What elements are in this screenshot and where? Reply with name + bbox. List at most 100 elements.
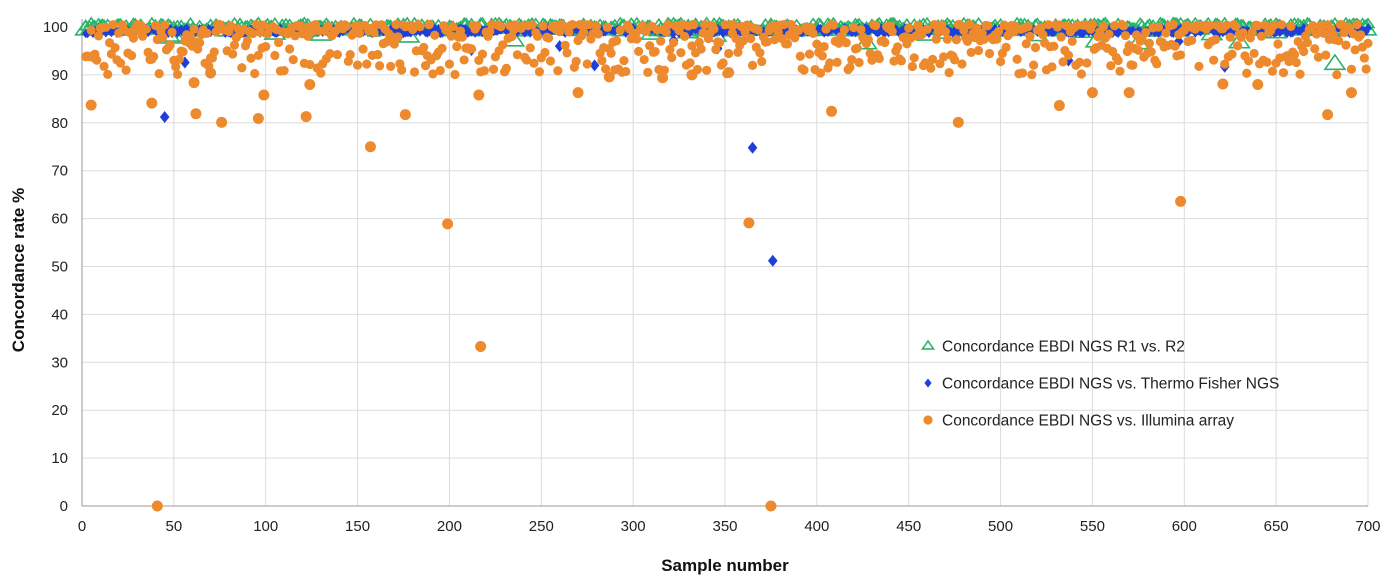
circle-point bbox=[424, 20, 434, 30]
circle-point bbox=[643, 67, 653, 77]
circle-point bbox=[1277, 20, 1287, 30]
circle-outlier-point bbox=[364, 141, 376, 153]
diamond-point bbox=[1129, 25, 1137, 35]
circle-point bbox=[352, 60, 363, 70]
circle-point bbox=[714, 38, 725, 48]
circle-point bbox=[525, 43, 535, 53]
circle-outlier-point bbox=[205, 67, 217, 79]
circle-point bbox=[799, 65, 809, 75]
circle-point bbox=[209, 47, 219, 57]
circle-point bbox=[973, 45, 984, 56]
axes bbox=[81, 19, 1368, 507]
circle-point bbox=[1232, 41, 1243, 51]
circle-point bbox=[1074, 57, 1085, 67]
circle-point bbox=[1029, 60, 1039, 70]
legend-triangle-icon bbox=[920, 339, 936, 350]
circle-point bbox=[435, 65, 445, 76]
circle-point bbox=[1253, 21, 1263, 31]
circle-outlier-point bbox=[657, 72, 669, 84]
diamond-point bbox=[719, 28, 727, 38]
circle-point bbox=[127, 50, 137, 61]
circle-point bbox=[1356, 30, 1366, 40]
circle-point bbox=[1352, 20, 1362, 30]
circle-point bbox=[1115, 66, 1125, 76]
circle-point bbox=[1363, 38, 1373, 48]
circle-outlier-point bbox=[686, 69, 698, 81]
circle-point bbox=[591, 21, 602, 31]
diamond-point bbox=[102, 28, 110, 38]
circle-point bbox=[650, 46, 660, 57]
diamond-point bbox=[1072, 28, 1080, 38]
circle-point bbox=[1170, 41, 1180, 51]
circle-point bbox=[150, 20, 161, 31]
circle-outlier-point bbox=[146, 97, 158, 109]
circle-point bbox=[1113, 55, 1123, 66]
circle-point bbox=[553, 66, 563, 76]
circle-point bbox=[1054, 20, 1064, 30]
circle-outlier-point bbox=[473, 89, 485, 101]
y-axis-title: Concordance rate % bbox=[9, 188, 28, 352]
circle-point bbox=[909, 53, 919, 63]
circle-point bbox=[229, 40, 240, 50]
legend-label: Concordance EBDI NGS vs. Thermo Fisher N… bbox=[942, 376, 1279, 393]
circle-point bbox=[700, 20, 710, 30]
diamond-outlier-point bbox=[589, 59, 600, 72]
x-tick-label: 650 bbox=[1264, 518, 1289, 535]
circle-point bbox=[929, 20, 940, 30]
circle-point bbox=[1146, 47, 1156, 57]
diamond-point bbox=[462, 24, 470, 34]
circle-point bbox=[939, 52, 949, 62]
circle-point bbox=[1023, 22, 1033, 32]
circle-point bbox=[255, 27, 265, 37]
circle-point bbox=[966, 47, 976, 58]
circle-point bbox=[1321, 50, 1331, 60]
y-tick-label: 60 bbox=[51, 211, 68, 228]
circle-point bbox=[149, 51, 159, 62]
circle-point bbox=[1049, 41, 1059, 51]
circle-point bbox=[1187, 35, 1197, 46]
circle-point bbox=[702, 65, 712, 75]
circle-point bbox=[656, 36, 666, 46]
circle-point bbox=[86, 25, 96, 35]
circle-point bbox=[687, 41, 697, 51]
x-tick-label: 500 bbox=[988, 518, 1013, 535]
circle-point bbox=[128, 33, 139, 43]
circle-outlier-point bbox=[723, 67, 735, 79]
circle-point bbox=[261, 41, 271, 52]
circle-point bbox=[808, 28, 818, 38]
circle-point bbox=[983, 21, 993, 31]
circle-point bbox=[984, 48, 995, 59]
circle-point bbox=[115, 58, 126, 68]
circle-point bbox=[621, 66, 631, 77]
circle-point bbox=[852, 43, 862, 53]
circle-point bbox=[544, 33, 554, 43]
circle-point bbox=[1302, 38, 1312, 48]
circle-point bbox=[362, 59, 372, 69]
circle-point bbox=[444, 59, 455, 69]
circle-point bbox=[747, 60, 758, 70]
x-tick-label: 700 bbox=[1355, 518, 1380, 535]
circle-point bbox=[189, 24, 199, 34]
circle-point bbox=[1262, 57, 1272, 67]
circle-point bbox=[1361, 64, 1371, 74]
circle-point bbox=[841, 38, 851, 48]
circle-point bbox=[391, 20, 401, 30]
circle-outlier-point bbox=[1053, 100, 1065, 112]
circle-point bbox=[194, 38, 205, 48]
circle-point bbox=[1104, 29, 1114, 39]
diamond-point bbox=[864, 27, 872, 37]
data-series bbox=[74, 16, 1378, 512]
circle-point bbox=[1295, 69, 1305, 79]
circle-point bbox=[1308, 20, 1318, 31]
circle-point bbox=[817, 51, 827, 61]
diamond-outlier-point bbox=[180, 56, 190, 69]
circle-point bbox=[871, 21, 881, 31]
circle-point bbox=[165, 40, 175, 50]
circle-outlier-point bbox=[442, 218, 454, 230]
x-tick-label: 50 bbox=[166, 518, 183, 535]
circle-point bbox=[1036, 23, 1046, 33]
legend-diamond-icon bbox=[924, 378, 932, 388]
circle-point bbox=[1106, 61, 1116, 71]
circle-point bbox=[926, 63, 936, 73]
diamond-point bbox=[438, 28, 446, 38]
